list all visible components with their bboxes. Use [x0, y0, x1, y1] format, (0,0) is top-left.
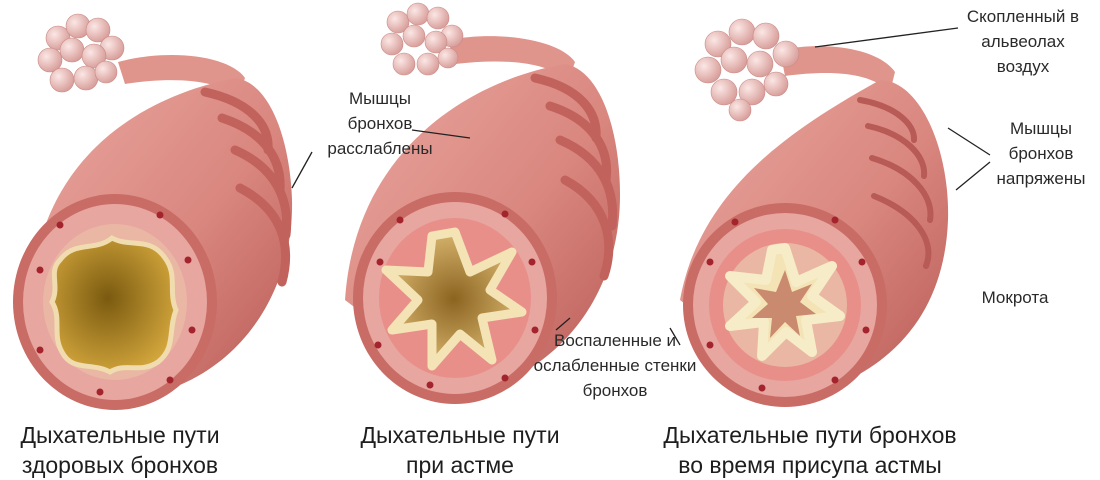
airway-asthma — [345, 2, 620, 404]
label-muscles-relaxed-line-3: расслаблены — [327, 139, 433, 158]
caption-asthma-line-2: при астме — [406, 452, 514, 478]
leader-muscles-tense-1 — [947, 127, 991, 156]
cross-section-asthma — [353, 192, 557, 404]
label-air-trapped: Скопленный в альвеолах воздух — [958, 4, 1088, 79]
leader-inflamed-walls-1 — [555, 317, 571, 331]
bronchiole-attack — [780, 46, 895, 92]
leader-air-trapped — [814, 27, 959, 48]
bronchiole-healthy — [118, 55, 245, 98]
label-muscles-relaxed: Мышцы бронхов расслаблены — [325, 86, 435, 161]
airway-attack — [680, 18, 949, 407]
caption-healthy: Дыхательные пути здоровых бронхов — [0, 420, 240, 480]
label-inflamed-walls-line-1: Воспаленные и — [554, 331, 676, 350]
caption-asthma-line-1: Дыхательные пути — [360, 422, 560, 448]
caption-healthy-line-2: здоровых бронхов — [21, 452, 219, 478]
caption-healthy-line-1: Дыхательные пути — [20, 422, 220, 448]
leader-muscles-tense-2 — [955, 161, 991, 191]
label-muscles-relaxed-line-1: Мышцы — [349, 89, 411, 108]
alveoli-cluster-attack — [694, 18, 800, 122]
label-inflamed-walls-line-3: бронхов — [582, 381, 648, 400]
label-inflamed-walls-line-2: ослабленные стенки — [533, 356, 697, 375]
caption-attack-line-2: во время присупа астмы — [678, 452, 942, 478]
caption-attack: Дыхательные пути бронхов во время присуп… — [650, 420, 970, 480]
lumen-asthma — [381, 227, 527, 371]
blood-vessels-attack — [706, 216, 870, 392]
muscle-bands-healthy — [200, 87, 292, 287]
label-muscles-tense: Мышцы бронхов напряжены — [986, 116, 1096, 191]
leader-lines — [291, 27, 991, 346]
muscle-bands-asthma — [530, 73, 618, 281]
label-muscles-relaxed-line-2: бронхов — [347, 114, 413, 133]
leader-muscles-relaxed-2 — [411, 129, 471, 139]
airway-healthy — [13, 13, 293, 410]
cross-section-healthy — [13, 194, 217, 410]
cross-section-attack — [683, 203, 887, 407]
label-mucus: Мокрота — [981, 288, 1049, 307]
label-inflamed-walls: Воспаленные и ослабленные стенки бронхов — [520, 328, 710, 403]
muscle-bands-attack — [857, 97, 934, 269]
leader-muscles-relaxed-1 — [291, 151, 313, 189]
label-air-trapped-line-3: воздух — [996, 57, 1050, 76]
label-muscles-tense-line-1: Мышцы — [1010, 119, 1072, 138]
blood-vessels-asthma — [374, 210, 539, 389]
leader-inflamed-walls-2 — [669, 327, 681, 346]
lumen-healthy — [49, 234, 179, 375]
label-air-trapped-line-2: альвеолах — [981, 32, 1065, 51]
alveoli-cluster-healthy — [37, 13, 125, 93]
alveoli-cluster-asthma — [380, 2, 464, 76]
label-muscles-tense-line-3: напряжены — [996, 169, 1086, 188]
blood-vessels-healthy — [36, 211, 196, 396]
caption-asthma: Дыхательные пути при астме — [340, 420, 580, 480]
label-air-trapped-line-1: Скопленный в — [966, 7, 1080, 26]
label-muscles-tense-line-2: бронхов — [1008, 144, 1074, 163]
caption-attack-line-1: Дыхательные пути бронхов — [663, 422, 957, 448]
bronchiole-asthma — [448, 36, 575, 82]
lumen-attack — [752, 270, 816, 338]
